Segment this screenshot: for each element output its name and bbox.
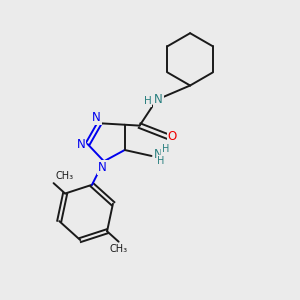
Text: N: N [154, 148, 162, 161]
Text: N: N [92, 111, 101, 124]
Text: CH₃: CH₃ [110, 244, 128, 254]
Text: N: N [154, 93, 163, 106]
Text: H: H [162, 144, 169, 154]
Text: H: H [144, 96, 152, 106]
Text: O: O [168, 130, 177, 143]
Text: N: N [98, 161, 107, 174]
Text: H: H [157, 156, 165, 166]
Text: N: N [77, 138, 85, 151]
Text: CH₃: CH₃ [55, 171, 73, 181]
